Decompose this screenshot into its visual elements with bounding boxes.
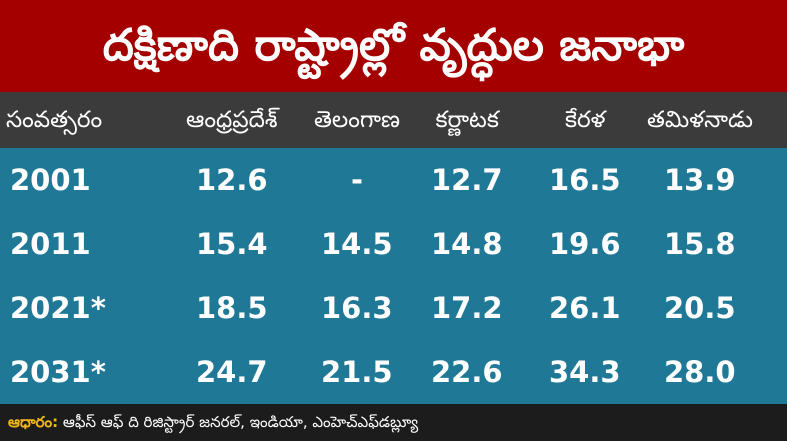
column-header: కర్ణాటక xyxy=(435,107,499,133)
table-cell: 19.6 xyxy=(549,227,621,261)
table-cell: 15.4 xyxy=(196,227,268,261)
table-cell: 14.8 xyxy=(431,227,503,261)
table-cell: 28.0 xyxy=(664,355,736,389)
table-cell: 12.7 xyxy=(431,163,503,197)
source: ఆధారం: ఆఫీస్ ఆఫ్ ది రిజిస్ట్రార్ జనరల్, … xyxy=(8,404,418,441)
table-cell: 34.3 xyxy=(549,355,621,389)
table-cell: 26.1 xyxy=(549,291,621,325)
table-cell: 16.5 xyxy=(549,163,621,197)
row-year: 2021* xyxy=(10,291,106,325)
row-year: 2031* xyxy=(10,355,106,389)
table-cell: 21.5 xyxy=(321,355,393,389)
table-cell: 18.5 xyxy=(196,291,268,325)
table-cell: 20.5 xyxy=(664,291,736,325)
source-text: ఆఫీస్ ఆఫ్ ది రిజిస్ట్రార్ జనరల్, ఇండియా,… xyxy=(62,413,419,431)
table-cell: 16.3 xyxy=(321,291,393,325)
column-header: తమిళనాడు xyxy=(647,107,753,133)
column-header: తెలంగాణ xyxy=(314,107,401,133)
table-cell: 15.8 xyxy=(664,227,736,261)
header-band xyxy=(0,92,787,148)
footer-band xyxy=(0,404,787,441)
table-cell: 14.5 xyxy=(321,227,393,261)
row-year: 2011 xyxy=(10,227,91,261)
table-cell: 12.6 xyxy=(196,163,268,197)
title-band xyxy=(0,0,787,92)
row-year: 2001 xyxy=(10,163,91,197)
source-label: ఆధారం: xyxy=(8,413,59,431)
table-cell: - xyxy=(351,163,364,197)
table-cell: 24.7 xyxy=(196,355,268,389)
column-header: కేరళ xyxy=(565,107,606,133)
title: దక్షిణాది రాష్ట్రాల్లో వృద్ధుల జనాభా xyxy=(102,20,685,71)
table-cell: 17.2 xyxy=(431,291,503,325)
table-cell: 22.6 xyxy=(431,355,503,389)
column-header: సంవత్సరం xyxy=(6,107,103,133)
column-header: ఆంధ్రప్రదేశ్ xyxy=(186,107,278,133)
table-cell: 13.9 xyxy=(664,163,736,197)
